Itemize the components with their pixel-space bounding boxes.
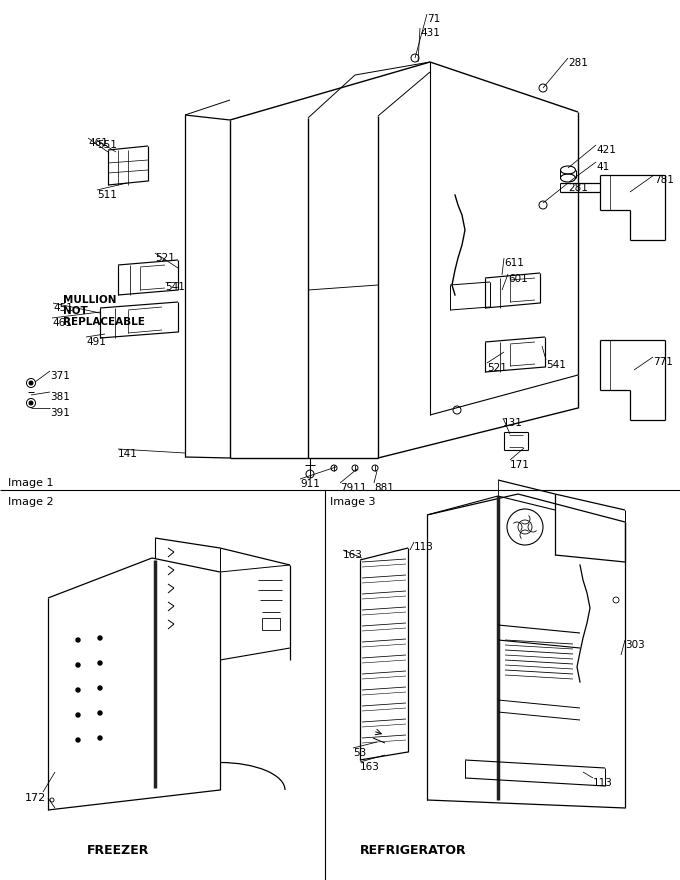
Text: 451: 451 <box>53 303 73 313</box>
Text: REFRIGERATOR: REFRIGERATOR <box>360 844 466 857</box>
Circle shape <box>76 688 80 692</box>
Text: 303: 303 <box>625 640 645 650</box>
Text: 281: 281 <box>568 183 588 193</box>
Circle shape <box>76 638 80 642</box>
Text: 521: 521 <box>487 363 507 373</box>
Text: 521: 521 <box>155 253 175 263</box>
Circle shape <box>98 661 102 665</box>
Text: 511: 511 <box>97 190 117 200</box>
Circle shape <box>76 663 80 667</box>
Text: 491: 491 <box>86 337 106 347</box>
Text: 281: 281 <box>568 58 588 68</box>
Text: 461: 461 <box>52 318 72 328</box>
Circle shape <box>76 713 80 717</box>
Text: NOT: NOT <box>63 306 88 316</box>
Bar <box>262 618 280 630</box>
Text: 911: 911 <box>300 479 320 489</box>
Text: 113: 113 <box>414 542 434 552</box>
Text: 371: 371 <box>50 371 70 381</box>
Text: 171: 171 <box>510 460 530 470</box>
Text: 541: 541 <box>546 360 566 370</box>
Text: 41: 41 <box>596 162 609 172</box>
Text: FREEZER: FREEZER <box>87 844 149 857</box>
Text: Image 2: Image 2 <box>8 497 54 507</box>
Text: 771: 771 <box>653 357 673 367</box>
Text: 113: 113 <box>593 778 613 788</box>
Text: 551: 551 <box>97 140 117 150</box>
Text: 541: 541 <box>165 282 185 292</box>
Text: 7911: 7911 <box>340 483 367 493</box>
Text: 611: 611 <box>504 258 524 268</box>
Circle shape <box>29 401 33 405</box>
Text: 381: 381 <box>50 392 70 402</box>
Text: 131: 131 <box>503 418 523 428</box>
Text: 172: 172 <box>25 793 46 803</box>
Text: 71: 71 <box>427 14 440 24</box>
Circle shape <box>98 736 102 740</box>
Text: 141: 141 <box>118 449 138 459</box>
Text: 461: 461 <box>88 138 108 148</box>
Circle shape <box>98 686 102 690</box>
Circle shape <box>29 381 33 385</box>
Text: Image 3: Image 3 <box>330 497 375 507</box>
Text: 781: 781 <box>654 175 674 185</box>
Text: Image 1: Image 1 <box>8 478 54 488</box>
Text: 163: 163 <box>360 762 380 772</box>
Text: 431: 431 <box>420 28 440 38</box>
Text: 421: 421 <box>596 145 616 155</box>
Circle shape <box>76 738 80 742</box>
Text: REPLACEABLE: REPLACEABLE <box>63 317 145 327</box>
Text: 881: 881 <box>374 483 394 493</box>
Text: MULLION: MULLION <box>63 295 116 305</box>
Circle shape <box>98 711 102 715</box>
Circle shape <box>98 636 102 640</box>
Text: 53: 53 <box>353 748 367 758</box>
Text: 391: 391 <box>50 408 70 418</box>
Text: 163: 163 <box>343 550 363 560</box>
Text: 601: 601 <box>508 274 528 284</box>
